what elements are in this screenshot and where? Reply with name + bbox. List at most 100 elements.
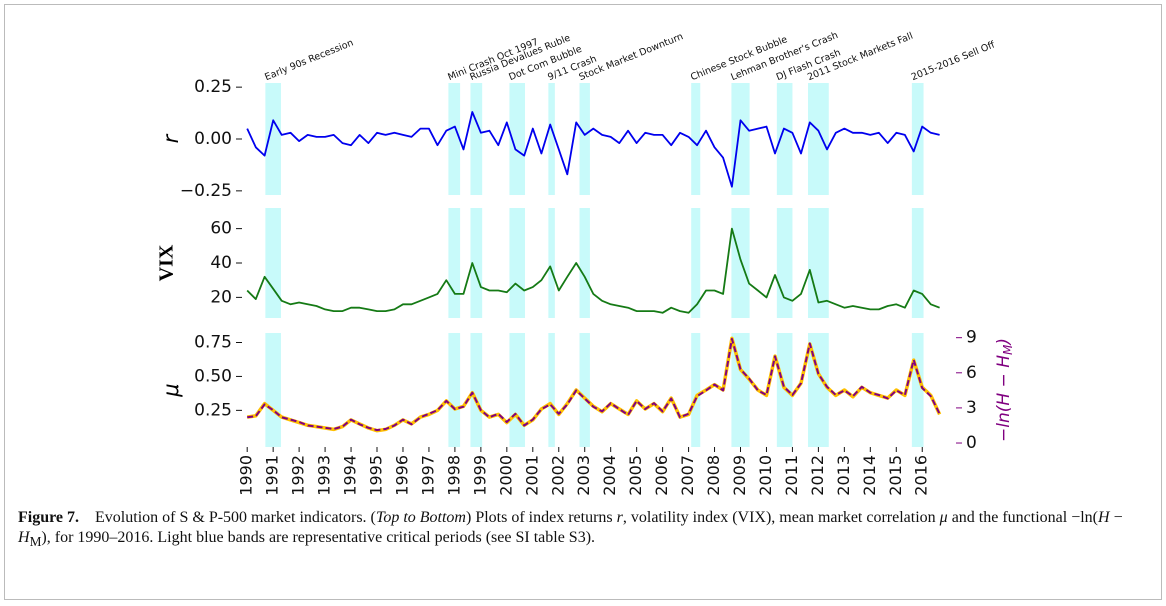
critical-band bbox=[691, 83, 701, 195]
y2-axis-label: −ln(H − HM) bbox=[994, 338, 1015, 442]
caption-text: , volatility index (VIX), mean market co… bbox=[622, 509, 940, 526]
critical-band bbox=[448, 83, 461, 195]
critical-band bbox=[691, 208, 701, 318]
caption-text: ) Plots of index returns bbox=[465, 509, 617, 526]
x-tick-label: 1993 bbox=[315, 455, 334, 496]
critical-band bbox=[911, 208, 924, 318]
x-tick-label: 2000 bbox=[496, 455, 515, 496]
y-tick-label: 60 bbox=[210, 219, 232, 239]
x-tick-label: 1991 bbox=[263, 455, 282, 496]
x-tick-label: 1999 bbox=[470, 455, 489, 496]
critical-band bbox=[731, 208, 750, 318]
x-tick-label: 2004 bbox=[600, 455, 619, 496]
y2-tick-label: 0 bbox=[966, 433, 977, 453]
x-tick-label: 2010 bbox=[756, 455, 775, 496]
y-axis-label: μ bbox=[159, 383, 183, 397]
critical-band bbox=[470, 83, 483, 195]
caption-text: Evolution of S & P-500 market indicators… bbox=[95, 509, 376, 526]
x-tick-label: 2005 bbox=[626, 455, 645, 496]
caption-text: H bbox=[18, 529, 30, 546]
y2-label-part: ) bbox=[994, 338, 1014, 347]
x-tick-label: 2013 bbox=[834, 455, 853, 496]
critical-band bbox=[548, 83, 555, 195]
series-line bbox=[246, 227, 940, 314]
y2-tick-label: 9 bbox=[966, 328, 977, 348]
y-tick-label: 40 bbox=[210, 253, 232, 273]
critical-band bbox=[808, 83, 829, 195]
critical-band bbox=[265, 83, 281, 195]
critical-band bbox=[579, 333, 590, 447]
y-axis-label: r bbox=[159, 133, 183, 143]
critical-band bbox=[470, 333, 483, 447]
caption-text: ), for 1990–2016. Light blue bands are r… bbox=[41, 529, 596, 546]
series-line bbox=[247, 337, 941, 432]
critical-band bbox=[691, 333, 701, 447]
y2-tick-label: 6 bbox=[966, 363, 977, 383]
caption-text: μ bbox=[939, 509, 948, 526]
caption-label: Figure 7. bbox=[18, 509, 80, 526]
x-tick-label: 2008 bbox=[704, 455, 723, 496]
figure-frame bbox=[4, 4, 1162, 600]
caption: Figure 7. Evolution of S & P-500 market … bbox=[18, 508, 1148, 552]
x-tick-label: 1990 bbox=[237, 455, 256, 496]
critical-band bbox=[548, 333, 555, 447]
x-tick-label: 2012 bbox=[808, 455, 827, 496]
band-label: Early 90s Recession bbox=[263, 37, 355, 83]
critical-band bbox=[448, 333, 461, 447]
caption-text: r bbox=[616, 509, 623, 526]
x-tick-label: 2016 bbox=[912, 455, 931, 496]
caption-text: − bbox=[1109, 509, 1123, 526]
series-line bbox=[246, 336, 942, 433]
critical-band bbox=[808, 208, 829, 318]
critical-band bbox=[776, 208, 793, 318]
y-tick-label: 0.25 bbox=[194, 77, 232, 97]
critical-band bbox=[448, 208, 461, 318]
series-line bbox=[246, 111, 940, 188]
y-tick-label: 0.25 bbox=[194, 400, 232, 420]
critical-band bbox=[579, 83, 590, 195]
x-tick-label: 2002 bbox=[548, 455, 567, 496]
caption-text: H bbox=[1098, 509, 1110, 526]
critical-band bbox=[509, 333, 526, 447]
band-label: 2015-2016 Sell Off bbox=[910, 39, 997, 83]
x-tick-label: 2011 bbox=[782, 455, 801, 496]
x-tick-label: 1994 bbox=[341, 455, 360, 496]
x-tick-label: 2006 bbox=[652, 455, 671, 496]
x-tick-label: 2007 bbox=[678, 455, 697, 496]
y-axis-label: VIX bbox=[156, 244, 178, 281]
critical-band bbox=[731, 333, 750, 447]
y2-label-part: −ln(H − H bbox=[994, 355, 1014, 442]
x-tick-label: 1998 bbox=[444, 455, 463, 496]
y-tick-label: 20 bbox=[210, 287, 232, 307]
critical-band bbox=[509, 83, 526, 195]
y-tick-label: 0.75 bbox=[194, 333, 232, 353]
critical-band bbox=[548, 208, 555, 318]
critical-band bbox=[470, 208, 483, 318]
x-tick-label: 1996 bbox=[392, 455, 411, 496]
y-tick-label: 0.50 bbox=[194, 366, 232, 386]
y2-tick-label: 3 bbox=[966, 398, 977, 418]
x-tick-label: 2015 bbox=[886, 455, 905, 496]
y-tick-label: 0.00 bbox=[194, 129, 232, 149]
critical-band bbox=[776, 83, 793, 195]
x-tick-label: 2014 bbox=[860, 455, 879, 496]
y-tick-label: −0.25 bbox=[180, 181, 232, 201]
critical-band bbox=[265, 333, 281, 447]
x-tick-label: 2009 bbox=[730, 455, 749, 496]
x-tick-label: 1992 bbox=[289, 455, 308, 496]
y2-label-part: M bbox=[1001, 344, 1015, 355]
critical-band bbox=[509, 208, 526, 318]
caption-text: M bbox=[29, 534, 42, 550]
x-tick-label: 1995 bbox=[367, 455, 386, 496]
x-tick-label: 2001 bbox=[522, 455, 541, 496]
x-tick-label: 2003 bbox=[574, 455, 593, 496]
caption-text: Top to Bottom bbox=[375, 509, 466, 526]
critical-band bbox=[911, 333, 924, 447]
critical-band bbox=[731, 83, 750, 195]
caption-text: and the functional −ln( bbox=[947, 509, 1098, 526]
critical-band bbox=[579, 208, 590, 318]
critical-band bbox=[265, 208, 281, 318]
x-tick-label: 1997 bbox=[418, 455, 437, 496]
